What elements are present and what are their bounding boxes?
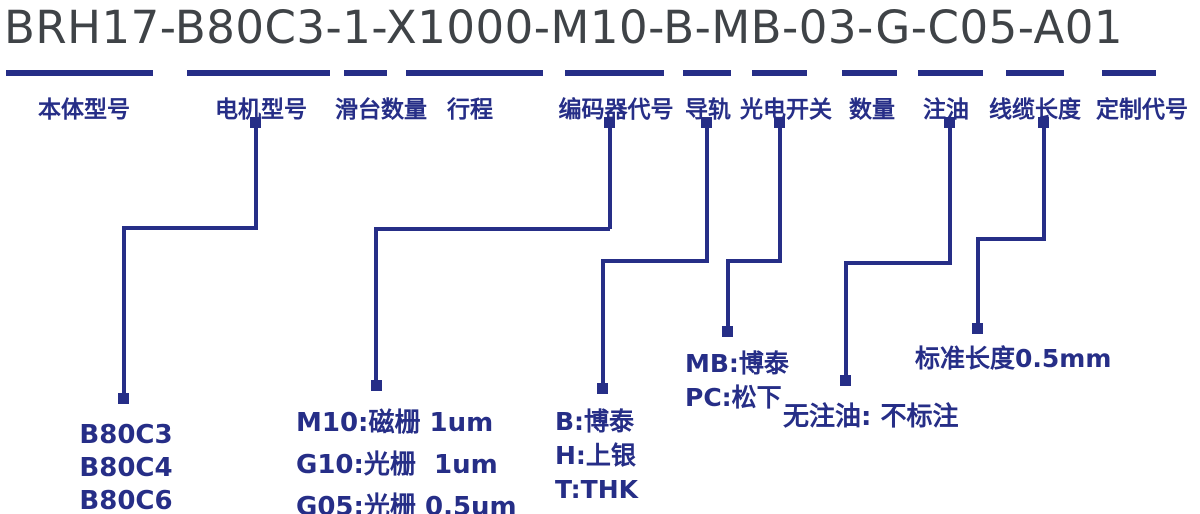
cable-length-note: 标准长度0.5mm <box>915 344 1112 373</box>
connector-segment <box>374 227 610 231</box>
segment-label-body-model: 本体型号 <box>38 97 130 123</box>
connector-segment <box>844 261 848 378</box>
connector-segment <box>374 227 378 383</box>
segment-label-motor-model: 电机型号 <box>215 97 307 123</box>
segment-label-custom-code: 定制代号 <box>1096 97 1188 123</box>
product-code-title: BRH17-B80C3-1-X1000-M10-B-MB-03-G-C05-A0… <box>4 1 1124 54</box>
option-rail-2: H:上银 <box>555 441 636 470</box>
code-underline-quantity <box>842 70 897 76</box>
square-marker <box>371 380 382 391</box>
connector-segment <box>948 122 952 265</box>
segment-label-slider-count: 滑台数量 <box>335 97 427 123</box>
code-underline-photo-switch <box>752 70 807 76</box>
option-encoder-1: M10:磁栅 1um <box>296 408 494 438</box>
option-switch-1: MB:博泰 <box>685 349 789 378</box>
option-motor-1: B80C3 <box>79 420 173 450</box>
code-underline-oil <box>918 70 983 76</box>
square-marker <box>840 375 851 386</box>
square-marker <box>597 383 608 394</box>
encoder-code-options: M10:磁栅 1um G10:光栅 1um G05:光栅 0.5um <box>296 402 517 514</box>
oil-note: 无注油: 不标注 <box>783 402 959 432</box>
connector-segment <box>601 259 605 386</box>
code-underline-guide-rail <box>683 70 731 76</box>
connector-segment <box>705 122 709 263</box>
option-rail-3: T:THK <box>555 475 639 504</box>
connector-segment <box>726 259 782 263</box>
connector-segment <box>976 237 1046 241</box>
code-underline-cable-length <box>1006 70 1064 76</box>
connector-segment <box>844 261 952 265</box>
photo-switch-options: MB:博泰 PC:松下 <box>685 347 789 415</box>
option-encoder-3: G05:光栅 0.5um <box>296 492 517 514</box>
connector-segment <box>778 122 782 263</box>
connector-segment <box>601 259 709 263</box>
connector-segment <box>122 226 126 396</box>
segment-label-stroke: 行程 <box>447 97 493 123</box>
square-marker <box>972 323 983 334</box>
option-motor-2: B80C4 <box>79 453 173 483</box>
connector-segment <box>122 226 258 230</box>
motor-model-options: B80C3 B80C4 B80C6 <box>79 419 172 514</box>
code-underline-slider-count <box>344 70 387 76</box>
connector-segment <box>976 237 980 328</box>
option-encoder-2: G10:光栅 1um <box>296 450 498 480</box>
segment-label-photo-switch: 光电开关 <box>740 97 832 123</box>
connector-segment <box>254 122 258 228</box>
segment-label-quantity: 数量 <box>849 97 895 123</box>
connector-segment <box>1042 122 1046 241</box>
connector-segment <box>726 259 730 329</box>
code-underline-motor-model <box>187 70 330 76</box>
connector-segment <box>608 122 612 229</box>
code-underline-body-model <box>6 70 153 76</box>
option-rail-1: B:博泰 <box>555 407 635 436</box>
segment-label-encoder: 编码器代号 <box>558 97 674 123</box>
code-underline-stroke <box>406 70 543 76</box>
segment-label-cable-length: 线缆长度 <box>989 97 1081 123</box>
option-motor-3: B80C6 <box>79 486 173 514</box>
square-marker <box>722 326 733 337</box>
code-underline-custom-code <box>1102 70 1156 76</box>
square-marker <box>118 393 129 404</box>
option-switch-2: PC:松下 <box>685 383 782 412</box>
guide-rail-options: B:博泰 H:上银 T:THK <box>555 405 638 507</box>
code-underline-encoder <box>565 70 664 76</box>
